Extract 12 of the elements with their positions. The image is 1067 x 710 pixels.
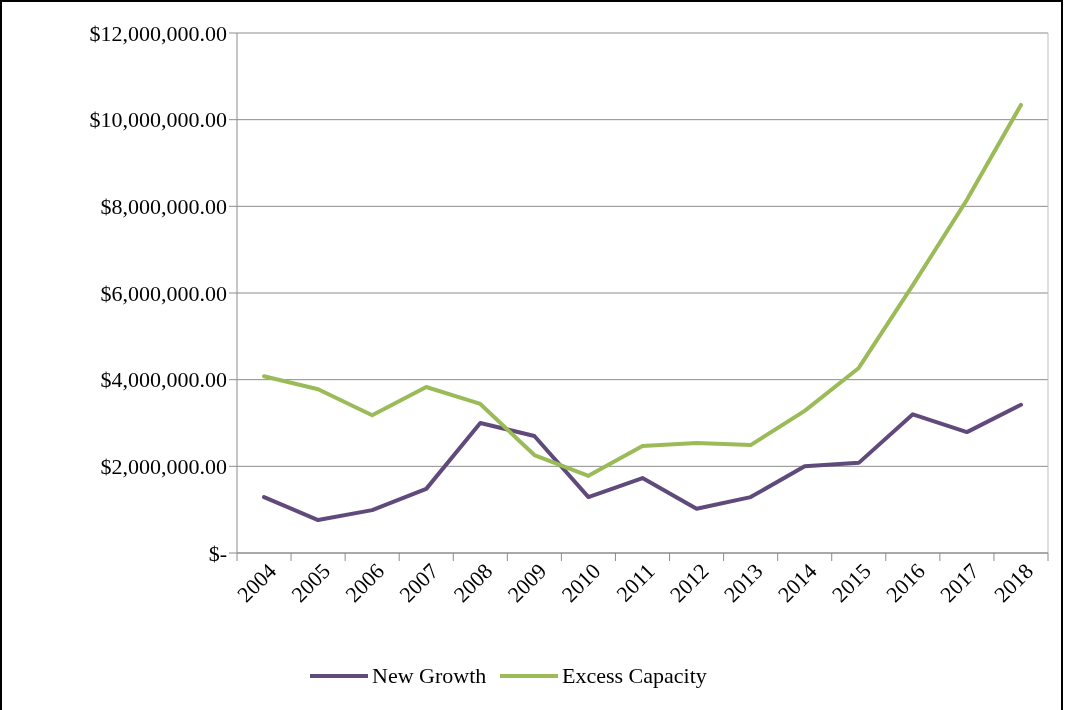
legend-label: New Growth [372,663,487,688]
legend-label: Excess Capacity [562,663,707,688]
y-tick-label: $10,000,000.00 [89,107,227,133]
y-tick-label: $4,000,000.00 [100,367,227,393]
y-tick-label: $12,000,000.00 [89,20,227,46]
x-tick-label: 2011 [611,558,660,607]
line-series [262,402,1023,523]
y-tick-label: $- [208,540,227,566]
y-tick-label: $8,000,000.00 [100,194,227,220]
y-tick-label: $2,000,000.00 [100,454,227,480]
y-tick-label: $6,000,000.00 [100,280,227,306]
line-series [262,102,1023,478]
